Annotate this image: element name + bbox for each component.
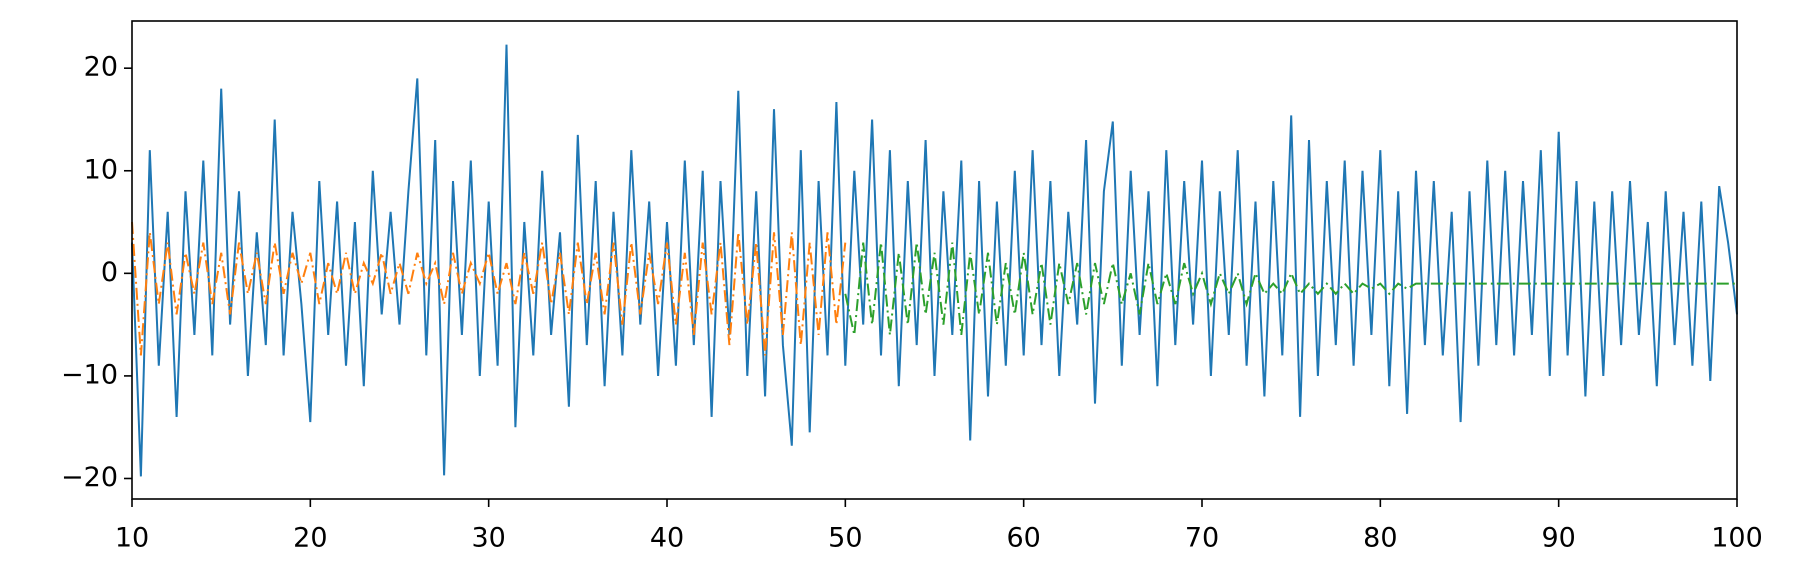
series-line — [844, 242, 1737, 336]
plot-frame — [131, 20, 1738, 500]
x-tick-label: 40 — [650, 523, 684, 554]
x-tick-label: 70 — [1185, 523, 1219, 554]
x-tick-label: 20 — [293, 523, 327, 554]
y-tick-label: −10 — [61, 359, 118, 390]
x-tick-label: 90 — [1541, 523, 1575, 554]
y-tick-label: 0 — [101, 257, 118, 288]
x-tick-label: 10 — [115, 523, 149, 554]
y-tick-label: −20 — [61, 462, 118, 493]
x-tick-label: 50 — [828, 523, 862, 554]
series-line — [131, 221, 847, 356]
y-tick-label: 10 — [84, 154, 118, 185]
series-line — [131, 44, 1738, 477]
x-tick-label: 60 — [1006, 523, 1040, 554]
x-tick-label: 30 — [471, 523, 505, 554]
x-tick-label: 80 — [1363, 523, 1397, 554]
x-tick-label: 100 — [1711, 523, 1763, 554]
y-tick-label: 20 — [84, 52, 118, 83]
